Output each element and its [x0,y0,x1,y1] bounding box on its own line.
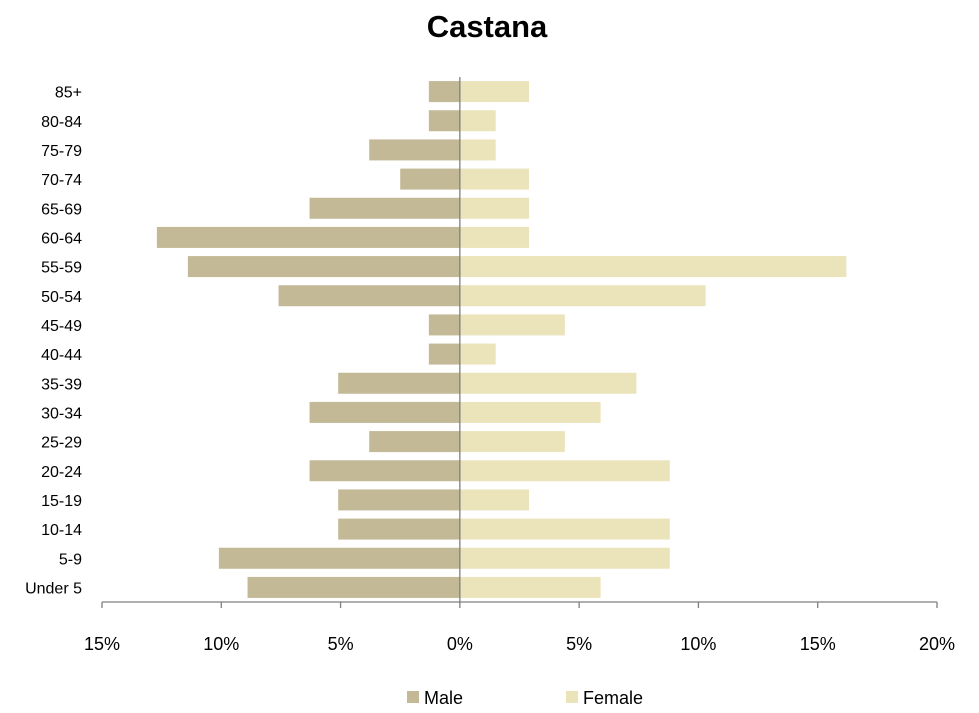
category-label: 5-9 [59,551,82,568]
bar-female-75-79 [459,139,496,161]
bar-male-20-24 [309,460,460,482]
bar-female-30-34 [459,401,601,423]
category-label: 15-19 [41,493,82,510]
legend-swatch-female [566,691,578,703]
category-label: 45-49 [41,318,82,335]
category-label: 80-84 [41,114,82,131]
x-tick-label: 5% [328,634,354,654]
bar-female-85plus [459,81,530,103]
bar-female-25-29 [459,431,565,453]
bar-female-10-14 [459,518,670,540]
category-label: 65-69 [41,201,82,218]
bar-male-80-84 [428,110,460,132]
bar-female-under-5 [459,576,601,598]
bar-female-15-19 [459,489,530,511]
x-tick-label: 15% [800,634,836,654]
bar-male-45-49 [428,314,460,336]
x-tick-label: 10% [680,634,716,654]
bar-male-10-14 [338,518,460,540]
category-label: 50-54 [41,289,82,306]
bar-male-15-19 [338,489,460,511]
bar-female-50-54 [459,285,706,307]
bar-male-65-69 [309,197,460,219]
bar-female-5-9 [459,547,670,569]
category-label: 35-39 [41,376,82,393]
category-label: 75-79 [41,143,82,160]
category-label: 40-44 [41,347,82,364]
legend-label-male: Male [424,688,463,708]
bar-female-55-59 [459,256,847,278]
category-label: 25-29 [41,435,82,452]
bar-female-70-74 [459,168,530,190]
bars-layer [156,81,847,598]
bar-female-35-39 [459,372,637,394]
category-label: Under 5 [25,580,82,597]
bar-female-40-44 [459,343,496,365]
category-label: 85+ [55,85,82,102]
x-tick-label: 15% [84,634,120,654]
bar-female-60-64 [459,226,530,248]
category-label: 70-74 [41,172,82,189]
legend-label-female: Female [583,688,643,708]
bar-male-35-39 [338,372,460,394]
category-label: 60-64 [41,230,82,247]
bar-female-65-69 [459,197,530,219]
labels-layer: 85+ 80-84 75-79 70-74 65-69 60-64 55-59 50-54 45… [25,85,955,654]
x-tick-label: 20% [919,634,955,654]
bar-male-25-29 [369,431,460,453]
bar-female-80-84 [459,110,496,132]
chart-title: Castana [427,9,548,44]
bar-male-85plus [428,81,460,103]
legend: Male Female [407,688,643,708]
bar-male-40-44 [428,343,460,365]
category-label: 10-14 [41,522,82,539]
category-label: 30-34 [41,405,82,422]
category-label: 55-59 [41,260,82,277]
bar-male-75-79 [369,139,460,161]
legend-swatch-male [407,691,419,703]
axes-layer [101,77,938,608]
bar-male-55-59 [187,256,460,278]
bar-male-5-9 [218,547,460,569]
category-label: 20-24 [41,464,82,481]
bar-female-45-49 [459,314,565,336]
bar-female-20-24 [459,460,670,482]
bar-male-30-34 [309,401,460,423]
bar-male-60-64 [156,226,460,248]
bar-male-under-5 [247,576,460,598]
bar-male-70-74 [400,168,460,190]
bar-male-50-54 [278,285,460,307]
x-tick-label: 0% [447,634,473,654]
x-tick-label: 10% [203,634,239,654]
x-tick-label: 5% [566,634,592,654]
